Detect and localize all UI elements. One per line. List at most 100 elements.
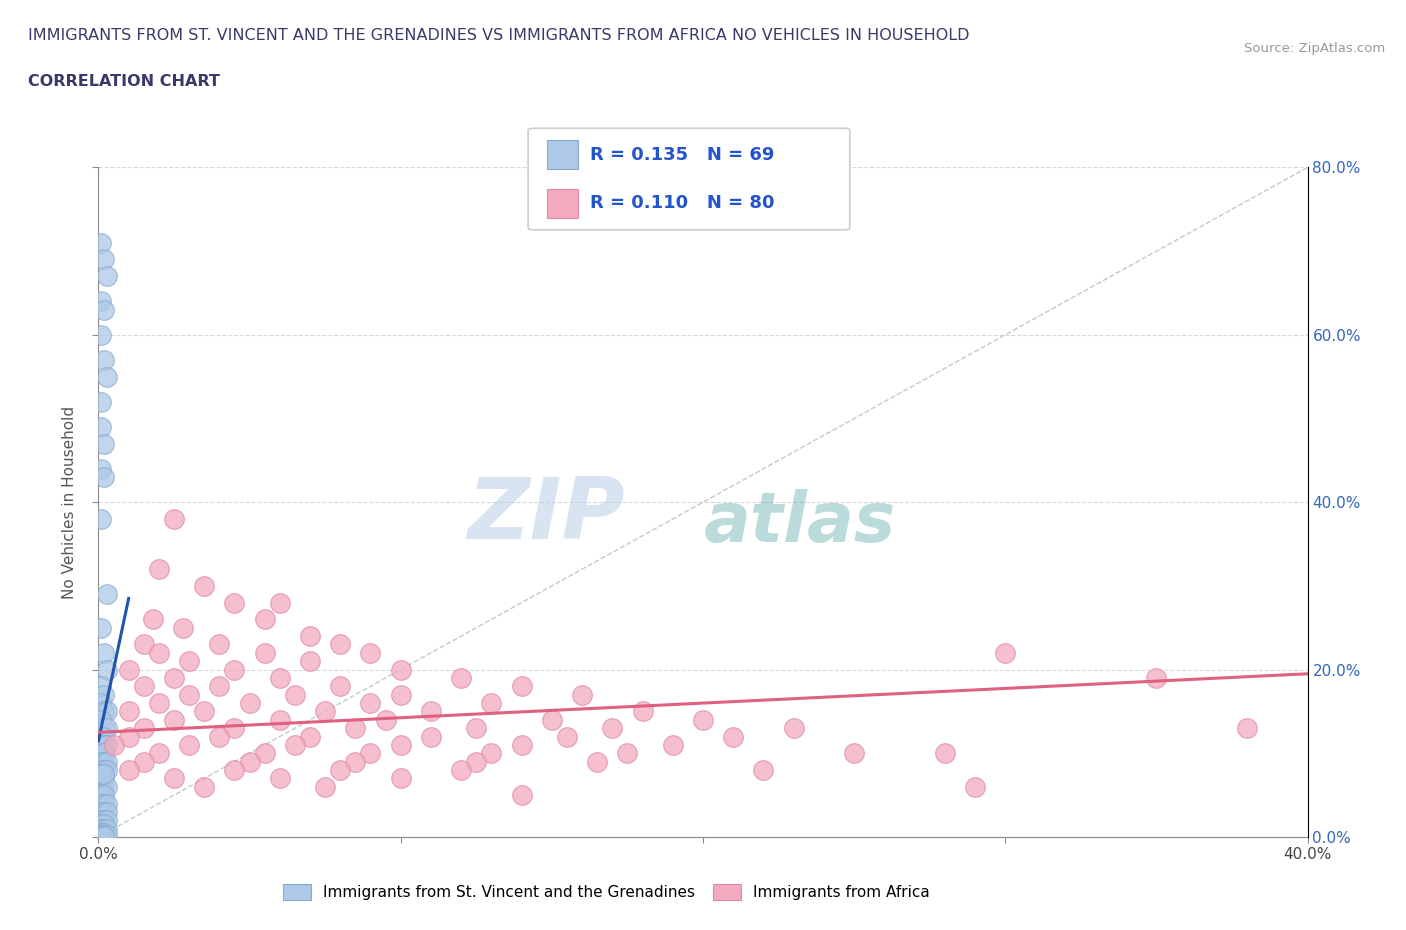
Point	[90, 766, 112, 781]
Point	[96, 828, 118, 843]
Point	[662, 737, 685, 752]
Point	[360, 645, 382, 660]
Point	[93, 687, 115, 702]
Point	[163, 512, 186, 526]
Point	[450, 763, 472, 777]
Point	[208, 729, 231, 744]
Point	[90, 771, 112, 786]
Point	[96, 704, 118, 719]
Point	[586, 754, 609, 769]
Point	[90, 712, 112, 727]
Point	[93, 804, 115, 819]
Point	[93, 645, 115, 660]
Point	[96, 269, 118, 284]
Text: Source: ZipAtlas.com: Source: ZipAtlas.com	[1244, 42, 1385, 55]
Point	[93, 436, 115, 451]
Point	[269, 671, 291, 685]
Point	[1144, 671, 1167, 685]
Point	[93, 754, 115, 769]
Point	[96, 796, 118, 811]
Point	[314, 704, 336, 719]
Point	[93, 729, 115, 744]
Point	[269, 712, 291, 727]
Point	[93, 252, 115, 267]
Point	[90, 729, 112, 744]
Point	[93, 813, 115, 828]
Point	[93, 470, 115, 485]
Point	[374, 712, 396, 727]
Point	[269, 771, 291, 786]
Point	[193, 704, 215, 719]
Point	[224, 763, 246, 777]
Point	[224, 595, 246, 610]
Point	[93, 817, 115, 832]
Point	[118, 704, 141, 719]
Point	[93, 829, 115, 844]
Point	[90, 754, 112, 769]
Point	[93, 766, 115, 781]
Point	[93, 828, 115, 843]
Point	[481, 746, 503, 761]
Point	[96, 821, 118, 836]
Point	[360, 696, 382, 711]
Point	[93, 779, 115, 794]
Point	[179, 687, 201, 702]
Point	[253, 612, 276, 627]
Point	[93, 763, 115, 777]
Point	[93, 796, 115, 811]
Text: CORRELATION CHART: CORRELATION CHART	[28, 74, 219, 89]
Point	[994, 645, 1017, 660]
Point	[90, 696, 112, 711]
Point	[93, 821, 115, 836]
Point	[118, 763, 141, 777]
Point	[389, 687, 412, 702]
Point	[253, 645, 276, 660]
Point	[148, 562, 170, 577]
Point	[90, 512, 112, 526]
Point	[510, 679, 533, 694]
Point	[93, 826, 115, 841]
Point	[253, 746, 276, 761]
Point	[844, 746, 866, 761]
Point	[540, 712, 562, 727]
Point	[571, 687, 593, 702]
Point	[96, 662, 118, 677]
Point	[299, 729, 322, 744]
Point	[132, 721, 155, 736]
Point	[344, 754, 367, 769]
Point	[93, 352, 115, 367]
Point	[389, 737, 412, 752]
Point	[284, 737, 307, 752]
Y-axis label: No Vehicles in Household: No Vehicles in Household	[62, 405, 77, 599]
Point	[90, 804, 112, 819]
Point	[314, 779, 336, 794]
Point	[465, 754, 488, 769]
Point	[269, 595, 291, 610]
Point	[510, 737, 533, 752]
Point	[118, 662, 141, 677]
Point	[1236, 721, 1258, 736]
Point	[965, 779, 987, 794]
Point	[163, 671, 186, 685]
Point	[90, 327, 112, 342]
Point	[132, 679, 155, 694]
Point	[96, 779, 118, 794]
Point	[118, 729, 141, 744]
Point	[148, 696, 170, 711]
Point	[148, 746, 170, 761]
Point	[389, 662, 412, 677]
Point	[96, 754, 118, 769]
Point	[90, 779, 112, 794]
Point	[90, 788, 112, 803]
Point	[96, 804, 118, 819]
Point	[299, 654, 322, 669]
Point	[93, 721, 115, 736]
Point	[329, 763, 352, 777]
Point	[163, 712, 186, 727]
Point	[465, 721, 488, 736]
Point	[148, 645, 170, 660]
Point	[616, 746, 638, 761]
Point	[93, 771, 115, 786]
Point	[179, 737, 201, 752]
Bar	[547, 140, 578, 169]
